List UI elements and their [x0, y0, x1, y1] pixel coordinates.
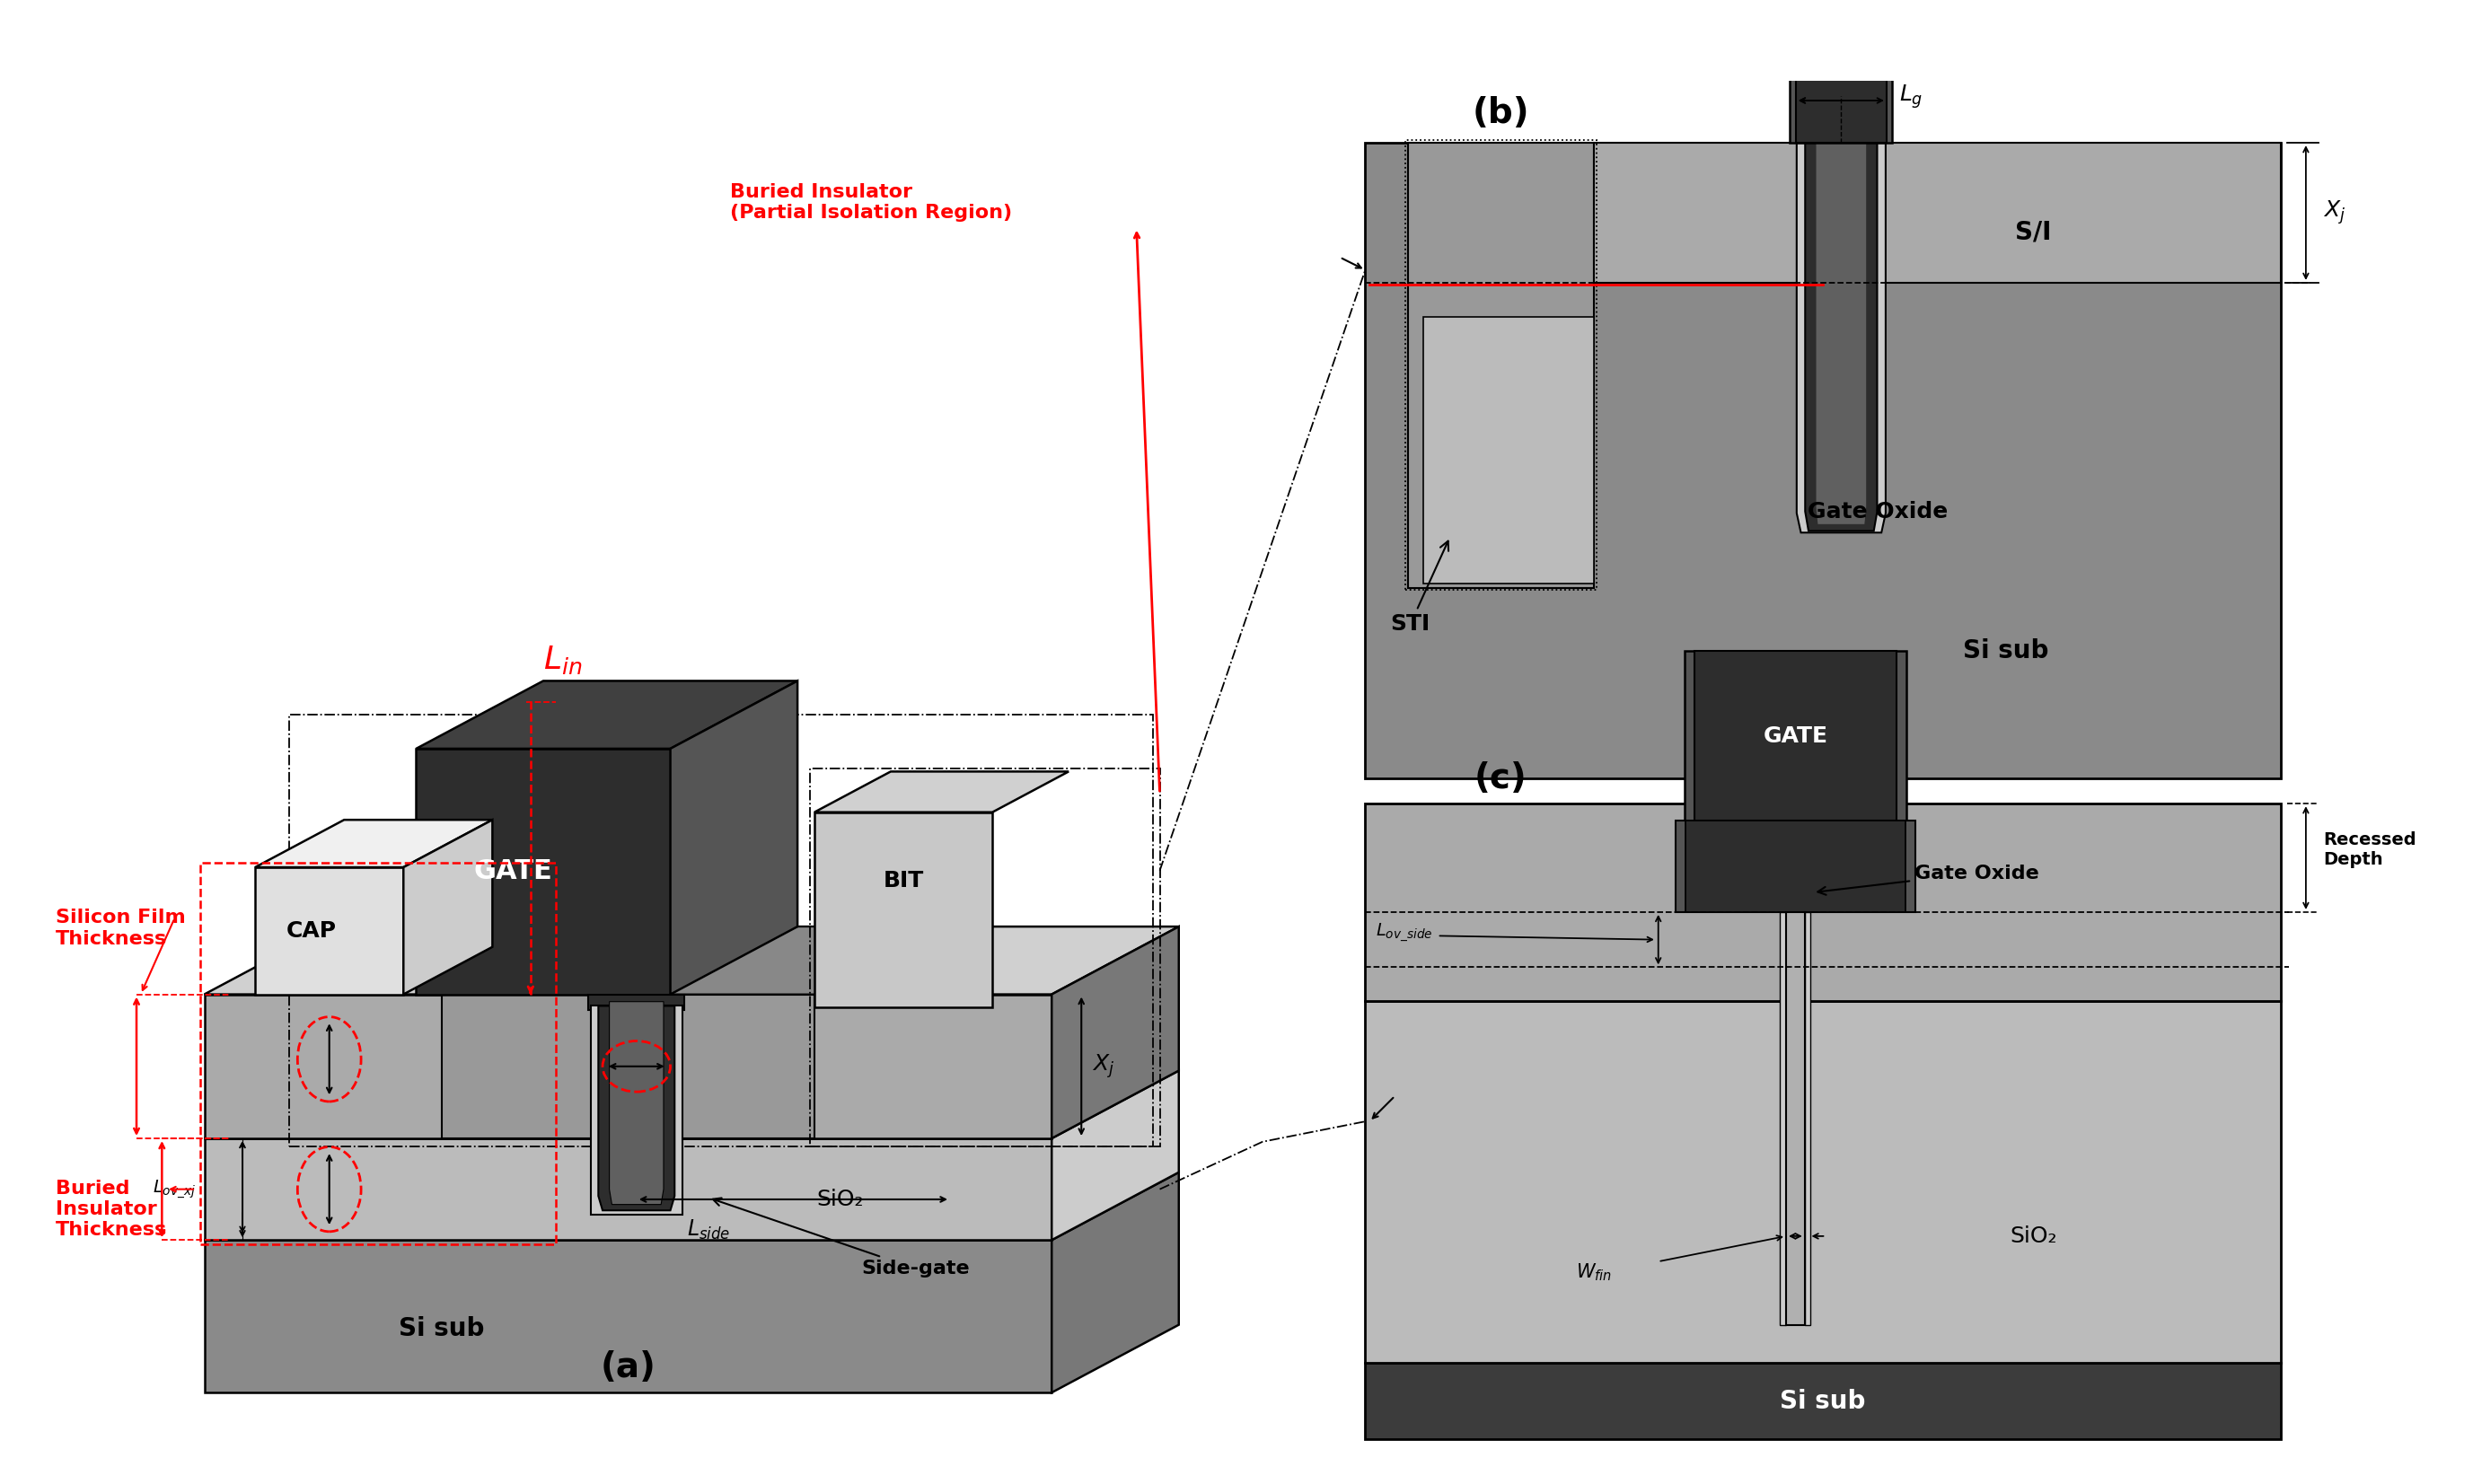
- Text: (b): (b): [1471, 96, 1528, 131]
- Text: Gate Oxide: Gate Oxide: [1818, 864, 2038, 895]
- Text: S/I: S/I: [2015, 220, 2053, 245]
- Polygon shape: [1595, 142, 2280, 282]
- Text: $L_g$: $L_g$: [1899, 83, 1924, 110]
- Polygon shape: [1805, 142, 1877, 531]
- Text: Silicon Film
Thickness: Silicon Film Thickness: [57, 910, 185, 948]
- Polygon shape: [1781, 913, 1786, 1325]
- Text: Recessed
Depth: Recessed Depth: [2322, 831, 2416, 868]
- Polygon shape: [1786, 913, 1805, 1325]
- Polygon shape: [670, 681, 796, 994]
- Polygon shape: [443, 994, 814, 1138]
- Polygon shape: [1365, 1000, 2280, 1362]
- Text: Si sub: Si sub: [398, 1316, 485, 1342]
- Polygon shape: [1674, 821, 1917, 913]
- Polygon shape: [1051, 1070, 1180, 1241]
- Text: Gate Oxide: Gate Oxide: [1808, 500, 1949, 522]
- Polygon shape: [608, 1002, 663, 1205]
- Polygon shape: [1422, 316, 1595, 583]
- Text: Si sub: Si sub: [1964, 638, 2048, 663]
- Polygon shape: [443, 926, 942, 994]
- Text: Buried Insulator
(Partial Isolation Region): Buried Insulator (Partial Isolation Regi…: [730, 183, 1011, 221]
- Text: CAP: CAP: [287, 920, 336, 941]
- Text: $L_{in}$: $L_{in}$: [544, 644, 581, 675]
- Polygon shape: [1365, 1362, 2280, 1439]
- Text: (c): (c): [1474, 761, 1528, 795]
- Text: SiO₂: SiO₂: [816, 1189, 863, 1209]
- Text: $X_j$: $X_j$: [2322, 199, 2344, 227]
- Polygon shape: [1815, 138, 1867, 524]
- Polygon shape: [205, 1138, 1051, 1241]
- Polygon shape: [1694, 651, 1897, 821]
- Polygon shape: [1805, 913, 1810, 1325]
- Text: SiO₂: SiO₂: [2011, 1226, 2058, 1247]
- Polygon shape: [1051, 926, 1180, 1138]
- Polygon shape: [205, 1172, 1180, 1241]
- Text: Si sub: Si sub: [1781, 1389, 1865, 1414]
- Polygon shape: [205, 926, 1180, 994]
- Polygon shape: [1365, 804, 2280, 1000]
- Text: (a): (a): [601, 1350, 655, 1385]
- Polygon shape: [1798, 142, 1884, 533]
- Text: $L_{ov\_side}$: $L_{ov\_side}$: [1375, 922, 1432, 944]
- Text: $X_j$: $X_j$: [1091, 1052, 1113, 1080]
- Polygon shape: [255, 819, 492, 867]
- Polygon shape: [1687, 821, 1904, 913]
- Polygon shape: [1407, 142, 1595, 588]
- Text: GATE: GATE: [1763, 726, 1828, 746]
- Polygon shape: [205, 994, 1051, 1138]
- Text: BIT: BIT: [883, 870, 925, 892]
- Polygon shape: [1365, 142, 2280, 778]
- Text: Side-gate: Side-gate: [712, 1198, 969, 1278]
- Polygon shape: [205, 1070, 1180, 1138]
- Polygon shape: [1795, 0, 1887, 142]
- Polygon shape: [205, 1241, 1051, 1392]
- Text: STI: STI: [1390, 542, 1449, 635]
- Polygon shape: [415, 748, 670, 994]
- Polygon shape: [255, 867, 403, 994]
- Polygon shape: [814, 772, 1068, 812]
- Text: GATE: GATE: [1832, 0, 1850, 49]
- Polygon shape: [814, 812, 992, 1008]
- Polygon shape: [415, 681, 796, 748]
- Text: $W_{fin}$: $W_{fin}$: [1575, 1261, 1612, 1282]
- Text: $L_{side}$: $L_{side}$: [687, 1218, 730, 1242]
- Polygon shape: [591, 1006, 683, 1214]
- Text: GATE: GATE: [472, 858, 551, 884]
- Polygon shape: [589, 994, 685, 1011]
- Polygon shape: [1790, 0, 1892, 142]
- Text: $L_{ov\_xj}$: $L_{ov\_xj}$: [153, 1178, 195, 1201]
- Polygon shape: [598, 1006, 675, 1211]
- Polygon shape: [403, 819, 492, 994]
- Polygon shape: [1051, 1172, 1180, 1392]
- Polygon shape: [1684, 651, 1907, 821]
- Text: Buried
Insulator
Thickness: Buried Insulator Thickness: [57, 1180, 168, 1239]
